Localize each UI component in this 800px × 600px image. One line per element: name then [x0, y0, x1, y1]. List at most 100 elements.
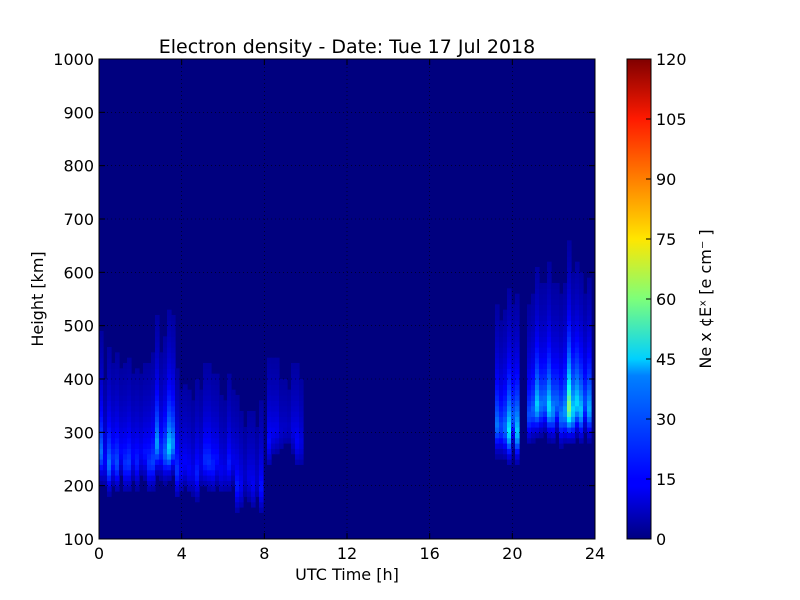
heatmap-cell: [283, 384, 288, 391]
heatmap-cell: [251, 437, 256, 444]
heatmap-cell: [539, 336, 544, 343]
heatmap-cell: [507, 432, 512, 439]
heatmap-cell: [567, 352, 572, 359]
heatmap-cell: [587, 389, 592, 396]
heatmap-cell: [135, 427, 140, 433]
heatmap-cell: [231, 437, 236, 444]
heatmap-cell: [503, 320, 508, 327]
heatmap-cell: [247, 469, 252, 476]
heatmap-cell: [139, 459, 144, 465]
heatmap-cell: [499, 400, 504, 407]
heatmap-cell: [571, 405, 576, 412]
heatmap-cell: [543, 293, 548, 300]
heatmap-cell: [255, 453, 260, 460]
heatmap-cell: [131, 448, 136, 455]
heatmap-cell: [535, 315, 540, 321]
heatmap-cell: [583, 299, 588, 305]
heatmap-cell: [235, 496, 240, 503]
heatmap-cell: [283, 416, 288, 423]
heatmap-cell: [195, 395, 200, 401]
heatmap-cell: [539, 363, 544, 369]
heatmap-cell: [575, 277, 580, 284]
heatmap-cell: [539, 379, 544, 385]
heatmap-cell: [163, 464, 168, 471]
heatmap-cell: [267, 368, 272, 375]
heatmap-cell: [547, 432, 552, 439]
heatmap-cell: [139, 373, 144, 380]
heatmap-cell: [183, 475, 188, 481]
heatmap-cell: [531, 395, 536, 401]
heatmap-cell: [147, 464, 152, 471]
heatmap-cell: [191, 459, 196, 465]
heatmap-cell: [535, 427, 540, 433]
heatmap-cell: [155, 384, 160, 391]
heatmap-cell: [155, 315, 160, 321]
heatmap-cell: [219, 475, 224, 481]
heatmap-cell: [551, 341, 556, 348]
heatmap-cell: [571, 395, 576, 401]
heatmap-cell: [135, 469, 140, 476]
heatmap-cell: [275, 384, 280, 391]
heatmap-cell: [539, 357, 544, 364]
heatmap-cell: [583, 421, 588, 428]
heatmap-cell: [503, 331, 508, 337]
heatmap-cell: [511, 389, 516, 396]
heatmap-cell: [503, 427, 508, 433]
heatmap-cell: [111, 443, 116, 449]
heatmap-cell: [195, 475, 200, 481]
heatmap-cell: [139, 384, 144, 391]
heatmap-cell: [115, 485, 120, 492]
heatmap-cell: [587, 421, 592, 428]
heatmap-cell: [111, 480, 116, 487]
heatmap-cell: [511, 400, 516, 407]
heatmap-cell: [539, 400, 544, 407]
heatmap-cell: [259, 485, 264, 492]
heatmap-cell: [103, 427, 108, 433]
heatmap-cell: [155, 373, 160, 380]
heatmap-cell: [587, 341, 592, 348]
heatmap-cell: [179, 389, 184, 396]
heatmap-cell: [499, 331, 504, 337]
heatmap-cell: [507, 389, 512, 396]
heatmap-cell: [103, 405, 108, 412]
heatmap-cell: [567, 363, 572, 369]
heatmap-cell: [231, 469, 236, 476]
heatmap-cell: [223, 469, 228, 476]
heatmap-cell: [555, 341, 560, 348]
heatmap-cell: [579, 432, 584, 439]
heatmap-cell: [163, 432, 168, 439]
heatmap-cell: [527, 432, 532, 439]
heatmap-cell: [135, 400, 140, 407]
heatmap-cell: [579, 395, 584, 401]
heatmap-cell: [499, 341, 504, 348]
heatmap-cell: [539, 325, 544, 332]
heatmap-cell: [515, 432, 520, 439]
heatmap-cell: [175, 464, 180, 471]
heatmap-cell: [147, 363, 152, 369]
heatmap-cell: [119, 459, 124, 465]
heatmap-cell: [579, 288, 584, 295]
heatmap-cell: [195, 416, 200, 423]
heatmap-cell: [247, 480, 252, 487]
heatmap-cell: [243, 475, 248, 481]
heatmap-cell: [219, 405, 224, 412]
heatmap-cell: [111, 384, 116, 391]
heatmap-cell: [235, 501, 240, 508]
heatmap-cell: [563, 320, 568, 327]
heatmap-cell: [195, 427, 200, 433]
heatmap-cell: [231, 459, 236, 465]
heatmap-cell: [527, 309, 532, 316]
heatmap-cell: [231, 416, 236, 423]
heatmap-cell: [543, 363, 548, 369]
heatmap-cell: [243, 485, 248, 492]
heatmap-cell: [527, 411, 532, 417]
heatmap-cell: [507, 293, 512, 300]
heatmap-cell: [283, 405, 288, 412]
heatmap-cell: [127, 363, 132, 369]
heatmap-cell: [191, 448, 196, 455]
heatmap-cell: [215, 384, 220, 391]
heatmap-cell: [211, 480, 216, 487]
heatmap-cell: [579, 389, 584, 396]
heatmap-cell: [503, 315, 508, 321]
heatmap-cell: [267, 373, 272, 380]
